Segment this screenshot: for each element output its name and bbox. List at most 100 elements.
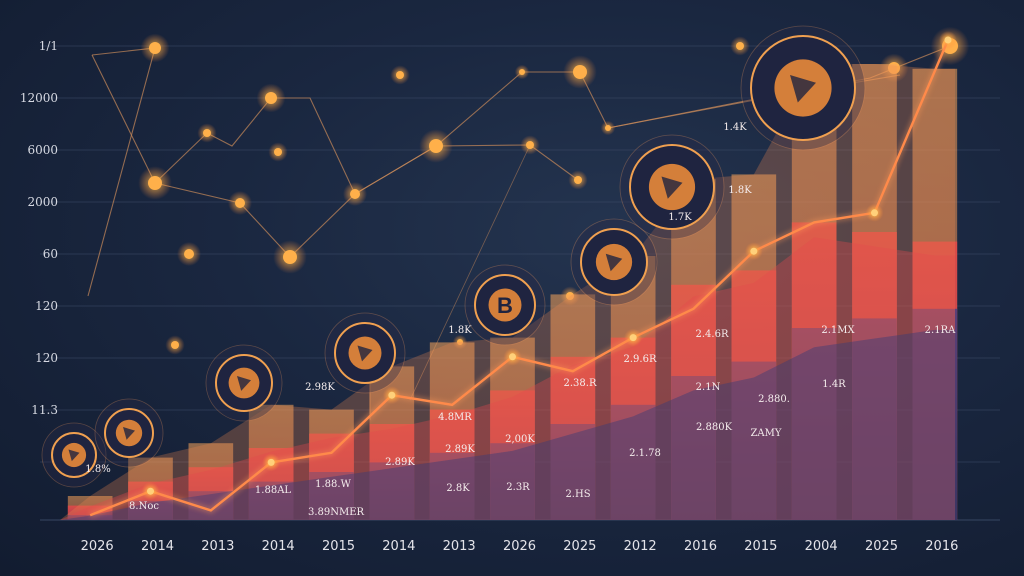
network-node bbox=[605, 125, 611, 131]
coin-glyph bbox=[68, 449, 80, 462]
data-label: 2.38.R bbox=[564, 378, 597, 389]
bar bbox=[67, 515, 113, 520]
bar bbox=[912, 308, 958, 520]
coin-core bbox=[488, 288, 522, 322]
data-label: 2.1N bbox=[696, 382, 721, 393]
network-line bbox=[154, 144, 579, 258]
data-label: 1.88AL bbox=[255, 485, 291, 496]
network-node bbox=[350, 189, 360, 199]
x-tick-label: 2014 bbox=[141, 539, 174, 554]
x-tick-label: 2016 bbox=[925, 539, 958, 554]
network-node bbox=[148, 176, 162, 190]
coin-icon bbox=[41, 422, 107, 488]
bar bbox=[550, 424, 596, 520]
coin-glyph bbox=[357, 345, 373, 362]
bar bbox=[610, 404, 656, 520]
data-label: 1.8K bbox=[728, 185, 752, 196]
x-tick-label: 2012 bbox=[624, 539, 657, 554]
data-label: 2.98K bbox=[305, 382, 335, 393]
bar bbox=[671, 376, 716, 520]
x-tick-label: 2004 bbox=[805, 539, 838, 554]
area-band bbox=[60, 329, 955, 520]
y-tick-label: 2000 bbox=[27, 195, 58, 209]
data-label: 1.88.W bbox=[315, 479, 351, 490]
data-label: 3.89NMER bbox=[308, 507, 365, 518]
data-label: 2.1.78 bbox=[629, 448, 661, 459]
network-node bbox=[396, 71, 404, 79]
bar bbox=[369, 462, 415, 520]
network-node bbox=[573, 65, 587, 79]
data-label: 2.4.6R bbox=[696, 329, 729, 340]
data-label: 1.8K bbox=[448, 325, 472, 336]
bar bbox=[791, 328, 837, 520]
network-node bbox=[574, 176, 582, 184]
y-tick-label: 120 bbox=[35, 351, 58, 365]
trend-point bbox=[944, 36, 952, 44]
network-node bbox=[184, 249, 194, 259]
data-label: 2,00K bbox=[505, 434, 535, 445]
coin-icon bbox=[205, 344, 283, 422]
coin-icon bbox=[94, 398, 164, 468]
x-tick-label: 2025 bbox=[865, 539, 898, 554]
y-tick-label: 120 bbox=[35, 299, 58, 313]
data-label: 8.Noc bbox=[129, 501, 159, 512]
trend-line bbox=[89, 31, 957, 518]
coin-glyph bbox=[790, 75, 816, 103]
trend-point bbox=[267, 458, 275, 466]
bar-series bbox=[67, 64, 958, 521]
y-tick-label: 6000 bbox=[27, 143, 58, 157]
trend-point bbox=[509, 353, 516, 361]
x-tick-label: 2026 bbox=[503, 539, 536, 554]
network-node bbox=[265, 92, 277, 104]
x-tick-label: 2013 bbox=[201, 539, 234, 554]
data-label: 2.9.6R bbox=[624, 354, 657, 365]
bar bbox=[309, 472, 354, 520]
x-tick-label: 2014 bbox=[382, 539, 415, 554]
data-label: 2.1MX bbox=[821, 325, 855, 336]
data-label: 2.8K bbox=[446, 483, 470, 494]
data-label: 2.89K bbox=[385, 457, 415, 468]
y-tick-label: 12000 bbox=[20, 91, 58, 105]
x-tick-label: 2015 bbox=[322, 539, 355, 554]
network-node bbox=[429, 139, 443, 153]
trend-point bbox=[147, 487, 154, 495]
coin-icon bbox=[570, 218, 658, 306]
x-tick-label: 2013 bbox=[443, 539, 476, 554]
network-node bbox=[283, 250, 297, 264]
coin-glyph bbox=[605, 253, 623, 272]
bar bbox=[248, 481, 294, 520]
network-node bbox=[171, 341, 179, 349]
trend-point bbox=[750, 247, 758, 255]
shield-coin-icon bbox=[324, 312, 406, 394]
bar bbox=[731, 361, 777, 520]
data-label: 1.4R bbox=[822, 379, 846, 390]
y-tick-label: 11.3 bbox=[31, 403, 58, 417]
bar bbox=[128, 500, 173, 520]
y-tick-label: 60 bbox=[43, 247, 58, 261]
data-label: 2.3R bbox=[506, 482, 530, 493]
data-label: 2.89K bbox=[445, 444, 475, 455]
x-axis-tick-labels: 2026 2014 2013 2014 2015 2014 2013 2026 2025 2012… bbox=[81, 539, 959, 554]
network-node bbox=[736, 42, 744, 50]
trend-point bbox=[388, 391, 396, 399]
bar bbox=[852, 318, 897, 520]
area-band bbox=[60, 64, 955, 520]
network-node bbox=[526, 141, 534, 149]
trend-point bbox=[871, 209, 878, 217]
data-label: 2.880. bbox=[758, 394, 790, 405]
bar bbox=[429, 452, 475, 520]
x-tick-label: 2016 bbox=[684, 539, 717, 554]
x-tick-label: 2015 bbox=[744, 539, 777, 554]
network-node bbox=[203, 129, 211, 137]
data-label: 1.7K bbox=[668, 212, 692, 223]
x-tick-label: 2025 bbox=[563, 539, 596, 554]
data-label: ZAMY bbox=[750, 428, 781, 439]
coin-glyph bbox=[237, 376, 251, 391]
network-node bbox=[235, 198, 245, 208]
data-label: 1.4K bbox=[723, 122, 747, 133]
data-label: 2.HS bbox=[565, 489, 590, 500]
x-tick-label: 2014 bbox=[262, 539, 295, 554]
network-node bbox=[519, 69, 525, 75]
data-labels: 1.8% 8.Noc 1.88AL 1.88.W 3.89NMER 2.89K 4.8MR 2… bbox=[85, 122, 956, 518]
area-band bbox=[60, 237, 955, 520]
